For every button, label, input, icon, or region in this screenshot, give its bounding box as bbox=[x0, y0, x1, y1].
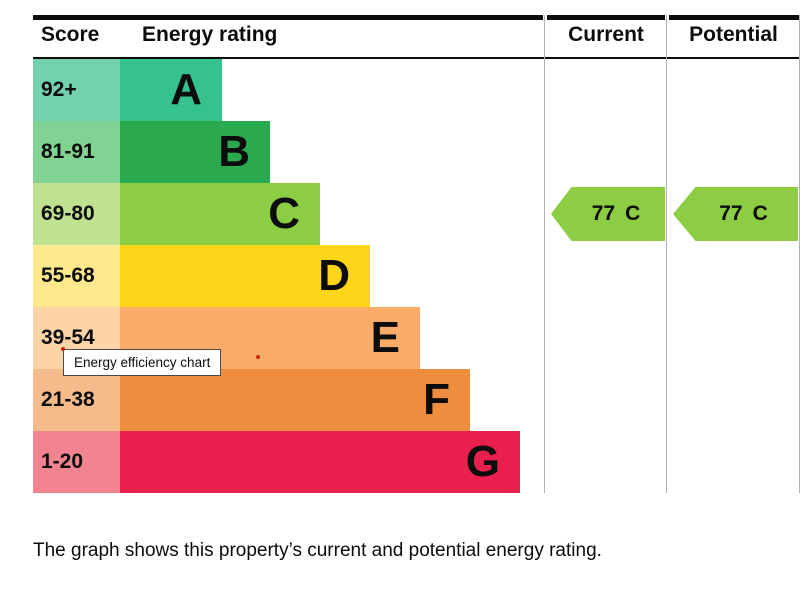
band-row-f: 21-38 F bbox=[33, 369, 545, 431]
column-divider bbox=[544, 15, 545, 493]
band-letter: G bbox=[465, 437, 500, 486]
chart-tooltip: Energy efficiency chart bbox=[63, 349, 222, 376]
current-rating-value: 77 bbox=[591, 202, 616, 225]
red-marker-dot bbox=[256, 355, 260, 359]
current-rating-arrow: 77 C bbox=[551, 187, 665, 241]
topline-current bbox=[547, 15, 665, 20]
band-bar: C bbox=[120, 183, 320, 245]
column-divider bbox=[666, 15, 667, 493]
band-score-range: 81-91 bbox=[33, 121, 120, 183]
band-score-range: 69-80 bbox=[33, 183, 120, 245]
red-marker-dot bbox=[61, 347, 65, 351]
band-letter: B bbox=[218, 127, 250, 176]
column-divider bbox=[799, 15, 800, 493]
band-bar: D bbox=[120, 245, 370, 307]
topline-rating bbox=[33, 15, 543, 20]
band-bar: B bbox=[120, 121, 270, 183]
potential-rating-arrow: 77 C bbox=[673, 187, 798, 241]
band-letter: E bbox=[370, 313, 400, 362]
band-bar: G bbox=[120, 431, 520, 493]
band-score-range: 1-20 bbox=[33, 431, 120, 493]
potential-column-header: Potential bbox=[689, 23, 778, 46]
band-letter: C bbox=[268, 189, 300, 238]
band-letter: D bbox=[318, 251, 350, 300]
header-underline bbox=[33, 57, 800, 59]
energy-efficiency-chart: Score Energy rating Current Potential 92… bbox=[33, 15, 800, 493]
score-column-header: Score bbox=[41, 23, 100, 46]
band-letter: A bbox=[170, 65, 202, 114]
band-letter: F bbox=[423, 375, 450, 424]
rating-column-header: Energy rating bbox=[142, 23, 278, 46]
band-score-range: 92+ bbox=[33, 59, 120, 121]
band-row-c: 69-80 C bbox=[33, 183, 545, 245]
current-rating-letter: C bbox=[625, 202, 641, 225]
chart-caption: The graph shows this property’s current … bbox=[33, 540, 602, 561]
potential-rating-value: 77 bbox=[719, 202, 743, 225]
current-column-header: Current bbox=[568, 23, 644, 46]
band-score-range: 21-38 bbox=[33, 369, 120, 431]
band-bar: A bbox=[120, 59, 222, 121]
band-row-d: 55-68 D bbox=[33, 245, 545, 307]
band-row-a: 92+ A bbox=[33, 59, 545, 121]
band-score-range: 55-68 bbox=[33, 245, 120, 307]
band-row-b: 81-91 B bbox=[33, 121, 545, 183]
potential-rating-letter: C bbox=[752, 202, 768, 225]
topline-potential bbox=[669, 15, 800, 20]
band-row-g: 1-20 G bbox=[33, 431, 545, 493]
band-bar: F bbox=[120, 369, 470, 431]
